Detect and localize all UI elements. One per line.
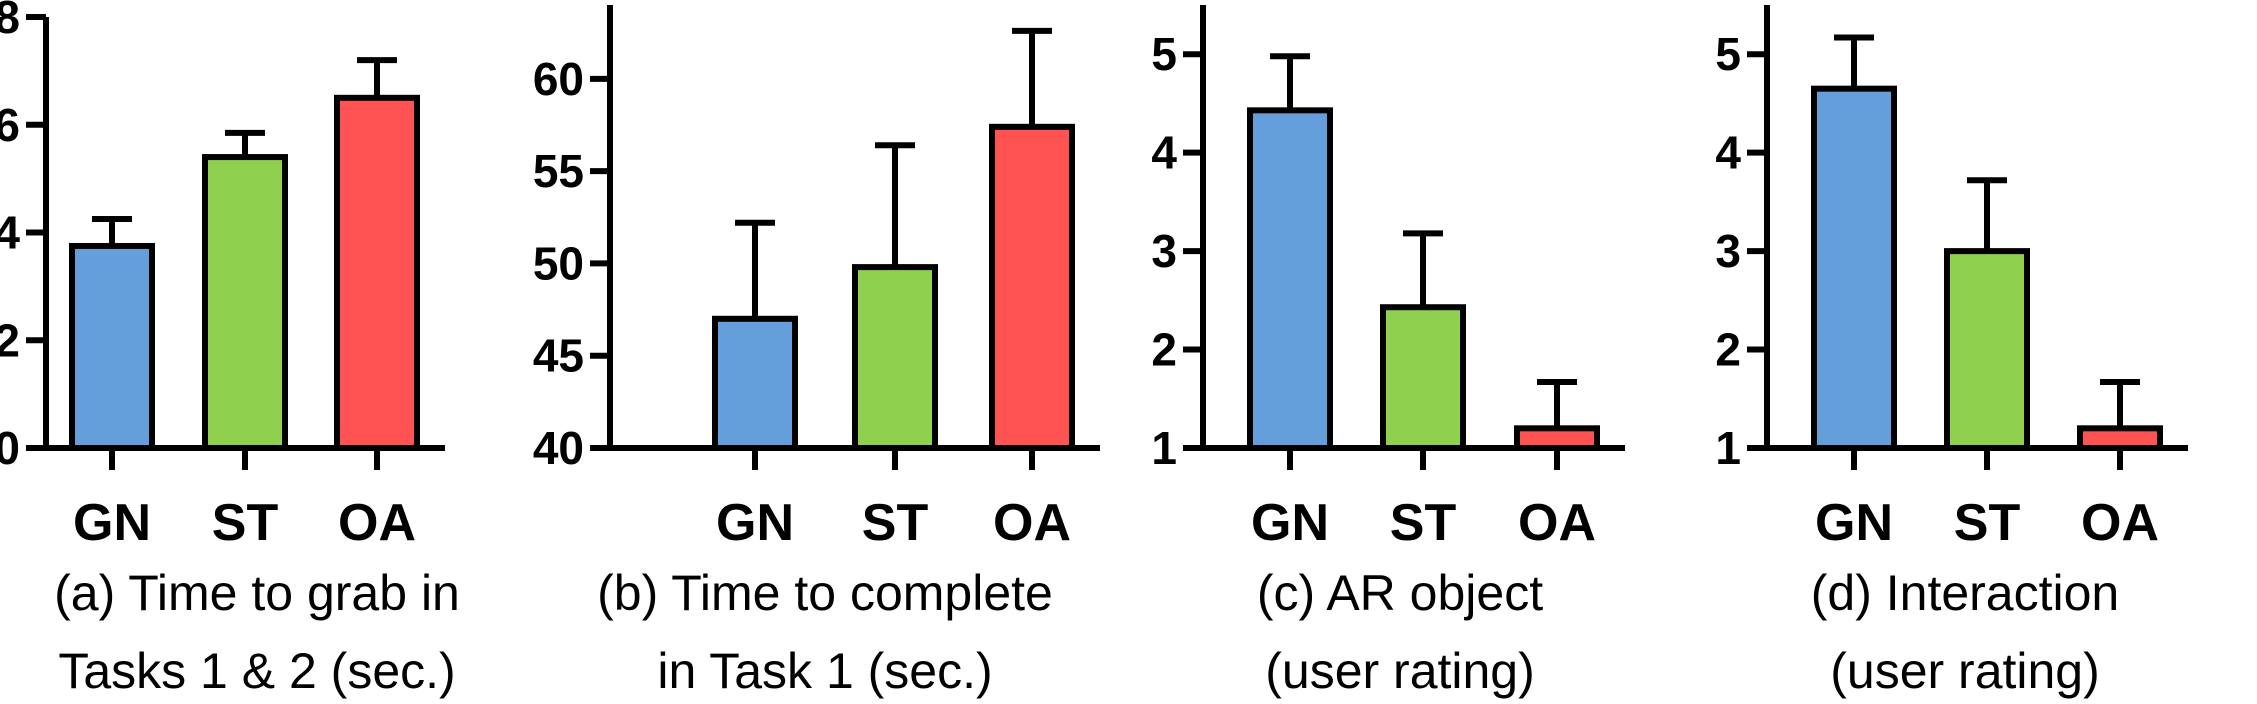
y-tick-label: 3 — [1151, 225, 1177, 277]
y-tick-label: 2 — [0, 314, 20, 366]
bar-gn — [1811, 85, 1897, 452]
y-tick-label: 1 — [1715, 422, 1741, 474]
y-tick-label: 3 — [1715, 225, 1741, 277]
category-label: OA — [338, 494, 416, 552]
y-tick-label: 0 — [0, 422, 20, 474]
category-label: OA — [1518, 494, 1596, 552]
panel-caption-line-1: (c) AR object — [1257, 565, 1543, 621]
bar-oa — [989, 123, 1075, 451]
y-tick-label: 6 — [0, 99, 20, 151]
y-tick-label: 40 — [533, 422, 584, 474]
bar-gn — [712, 315, 798, 451]
category-label: ST — [1390, 494, 1457, 552]
y-tick-label: 2 — [1151, 324, 1177, 376]
y-tick-label: 5 — [1151, 28, 1177, 80]
bar-gn — [1247, 107, 1333, 452]
y-tick-label: 4 — [0, 207, 20, 259]
category-label: OA — [2081, 494, 2159, 552]
y-tick-label: 55 — [533, 145, 584, 197]
y-tick-label: 45 — [533, 330, 584, 382]
bar-oa — [334, 94, 420, 451]
y-tick-label: 50 — [533, 237, 584, 289]
y-tick-label: 5 — [1715, 28, 1741, 80]
y-tick-label: 4 — [1151, 127, 1177, 179]
category-label: ST — [1954, 494, 2021, 552]
y-tick-label: 60 — [533, 53, 584, 105]
category-label: GN — [1815, 494, 1893, 552]
bar-st — [202, 154, 288, 451]
category-label: ST — [862, 494, 929, 552]
y-tick-label: 1 — [1151, 422, 1177, 474]
panel-caption-line-1: (a) Time to grab in — [54, 565, 460, 621]
panel-caption-line-2: (user rating) — [1830, 643, 2100, 699]
bar-st — [1380, 304, 1466, 452]
panel-caption-line-2: in Task 1 (sec.) — [657, 643, 992, 699]
panel-b: GN ST OA 40 45 50 55 60 (b) Time to complete in T… — [533, 5, 1100, 699]
y-tick-label: 4 — [1715, 127, 1741, 179]
category-label: GN — [73, 494, 151, 552]
panel-c: GN ST OA 1 2 3 4 5 (c) AR object (user rating) — [1151, 5, 1625, 699]
panel-caption-line-2: (user rating) — [1265, 643, 1535, 699]
category-label: GN — [1251, 494, 1329, 552]
panel-caption-line-1: (b) Time to complete — [597, 565, 1053, 621]
bar-st — [1944, 248, 2030, 451]
panel-caption-line-1: (d) Interaction — [1811, 565, 2119, 621]
panel-a: GN ST OA 0 2 4 6 8 (a) Time to grab in Tasks 1 & … — [0, 0, 460, 699]
bar-st — [852, 264, 938, 451]
category-label: OA — [993, 494, 1071, 552]
y-tick-label: 2 — [1715, 324, 1741, 376]
bar-gn — [69, 242, 155, 451]
category-label: ST — [212, 494, 279, 552]
panel-d: GN ST OA 1 2 3 4 5 (d) Interaction (user rating) — [1715, 5, 2188, 699]
panel-caption-line-2: Tasks 1 & 2 (sec.) — [58, 643, 455, 699]
y-tick-label: 8 — [0, 0, 20, 43]
category-label: GN — [716, 494, 794, 552]
